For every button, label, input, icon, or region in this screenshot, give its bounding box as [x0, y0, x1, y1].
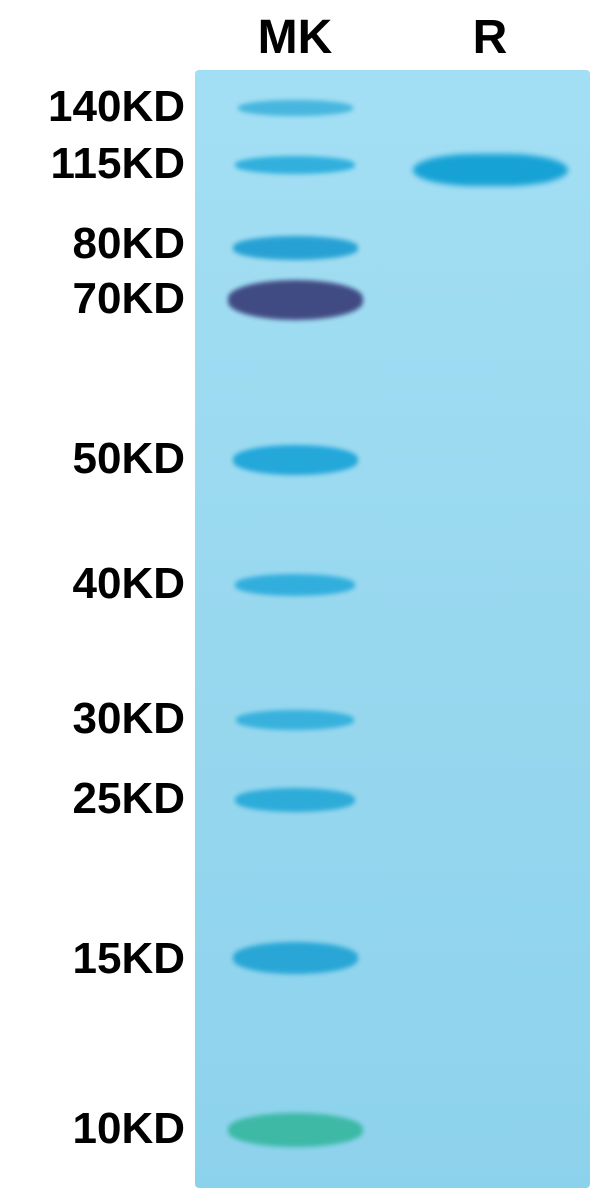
marker-band	[235, 788, 355, 812]
mw-label: 140KD	[48, 82, 185, 132]
mw-label: 50KD	[73, 434, 186, 484]
mw-label: 25KD	[73, 774, 186, 824]
marker-band	[233, 445, 358, 475]
marker-band	[228, 1113, 363, 1147]
mw-label: 115KD	[50, 139, 185, 189]
lane-label-mk: MK	[245, 10, 345, 65]
marker-band	[233, 236, 358, 260]
mw-label: 80KD	[73, 219, 186, 269]
marker-band	[235, 156, 355, 174]
mw-label: 15KD	[73, 934, 186, 984]
mw-label: 10KD	[73, 1104, 186, 1154]
marker-band	[228, 280, 363, 320]
mw-label: 30KD	[73, 694, 186, 744]
marker-band	[233, 942, 358, 974]
mw-label: 40KD	[73, 559, 186, 609]
sample-band	[413, 154, 568, 186]
marker-band	[236, 710, 354, 730]
gel-figure: MK R 140KD 115KD 80KD70KD 50KD 40KD 30KD 25KD 1…	[0, 0, 600, 1201]
marker-band	[238, 100, 353, 116]
marker-band	[235, 574, 355, 596]
mw-label: 70KD	[73, 274, 186, 324]
lane-label-r: R	[450, 10, 530, 65]
